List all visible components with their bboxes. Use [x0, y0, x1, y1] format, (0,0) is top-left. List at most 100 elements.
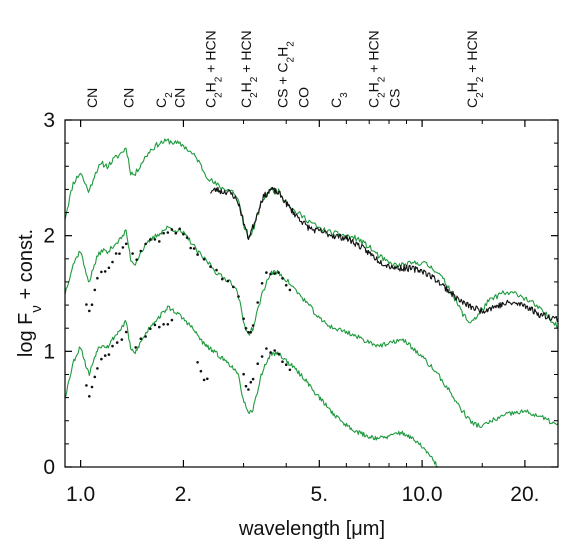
data-point	[90, 385, 94, 389]
data-point	[182, 232, 185, 236]
data-point	[202, 258, 206, 261]
molecule-label: C2H2 + HCN	[365, 30, 387, 108]
data-point	[269, 272, 272, 276]
y-axis: 0 1 2 3	[43, 109, 558, 479]
data-point	[196, 253, 199, 256]
data-point	[166, 231, 170, 234]
molecule-label: C2H2 + HCN	[238, 30, 259, 108]
data-point	[265, 347, 268, 350]
data-point	[170, 318, 174, 322]
y-tick-label: 3	[43, 109, 55, 132]
data-point	[237, 295, 240, 298]
data-point	[162, 323, 165, 326]
data-point	[96, 276, 99, 280]
data-point	[85, 303, 88, 306]
data-point	[249, 330, 253, 334]
data-point	[124, 330, 128, 334]
data-point	[139, 337, 143, 341]
x-tick-label: 5.	[311, 483, 329, 506]
data-point	[249, 380, 253, 384]
molecule-label: C3	[328, 92, 350, 108]
x-tick-label: 10.0	[402, 483, 443, 506]
data-point	[269, 351, 272, 354]
data-point	[242, 372, 245, 376]
data-point	[153, 238, 157, 241]
data-point	[273, 272, 277, 275]
molecule-label: CN	[120, 88, 136, 108]
data-point	[244, 327, 248, 330]
data-point	[134, 346, 137, 349]
y-axis-label: log Fν + const.	[15, 229, 45, 357]
data-point	[209, 265, 212, 268]
spectrum-points-3	[85, 227, 292, 334]
x-axis: 1.0 2. 5. 10.0 20.	[66, 120, 540, 506]
data-point	[251, 377, 255, 381]
x-tick-label: 1.0	[66, 483, 95, 506]
spectrum-series-0	[65, 138, 558, 329]
spectrum-series-4	[65, 305, 439, 467]
data-point	[149, 238, 152, 241]
data-point	[232, 285, 235, 289]
molecule-label: C2H2 + HCN	[202, 30, 224, 108]
data-point	[244, 384, 248, 388]
data-point	[185, 236, 189, 239]
data-point	[288, 288, 292, 292]
data-point	[96, 367, 99, 370]
data-point	[199, 369, 203, 373]
data-point	[114, 252, 118, 255]
data-point	[277, 352, 280, 356]
data-point	[256, 301, 260, 304]
data-point	[111, 344, 114, 348]
data-point	[85, 384, 88, 387]
molecule-label: CS	[386, 89, 402, 108]
data-point	[174, 231, 178, 235]
data-point	[100, 357, 103, 361]
data-point	[153, 323, 157, 327]
data-point	[118, 252, 121, 255]
data-point	[247, 331, 250, 334]
data-point	[90, 303, 94, 307]
data-point	[178, 227, 181, 231]
x-axis-label: wavelength [μm]	[238, 518, 385, 540]
data-point	[135, 258, 138, 262]
data-point	[242, 317, 245, 321]
molecule-label: CO	[296, 87, 312, 108]
data-point	[196, 361, 199, 364]
data-point	[115, 341, 119, 344]
data-point	[149, 327, 152, 331]
data-point	[144, 335, 147, 338]
molecule-label: CN	[172, 88, 188, 108]
data-point	[107, 353, 111, 356]
data-point	[277, 271, 280, 274]
data-point	[281, 277, 284, 280]
data-point	[158, 325, 161, 329]
data-point	[120, 338, 124, 341]
data-point	[107, 266, 111, 270]
data-point	[103, 270, 107, 273]
molecule-label: C2H2 + HCN	[464, 30, 486, 108]
spectrum-series-2	[65, 225, 558, 429]
data-point	[215, 268, 218, 272]
data-point	[166, 323, 170, 326]
y-tick-label: 2	[43, 225, 55, 248]
data-point	[100, 270, 103, 274]
data-point	[158, 240, 161, 243]
data-point	[144, 242, 147, 246]
data-point	[284, 283, 288, 287]
data-point	[273, 349, 277, 352]
data-point	[103, 354, 107, 357]
data-point	[139, 249, 143, 253]
x-tick-label: 2.	[175, 483, 193, 506]
data-point	[260, 355, 264, 358]
plot-frame	[64, 119, 559, 468]
data-point	[121, 246, 125, 249]
spectrum-points-5	[85, 318, 292, 398]
y-tick-label: 1	[43, 340, 55, 363]
data-point	[93, 288, 97, 292]
data-point	[88, 309, 91, 313]
data-point	[256, 362, 260, 366]
molecule-label: CS + C2H2	[274, 41, 296, 108]
data-point	[221, 277, 224, 281]
y-tick-label: 0	[43, 456, 55, 479]
